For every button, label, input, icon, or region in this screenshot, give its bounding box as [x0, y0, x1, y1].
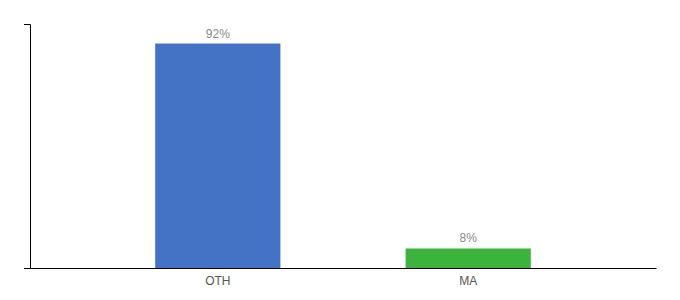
x-tick-label: MA: [459, 274, 477, 288]
y-axis-line: [24, 25, 31, 269]
chart-svg: OTH MA 92% 8%: [0, 0, 680, 300]
chart-container: OTH MA 92% 8%: [0, 0, 680, 300]
x-tick: MA: [459, 274, 477, 288]
data-label: 92%: [206, 27, 230, 41]
plot-area: OTH MA 92% 8%: [24, 25, 657, 288]
x-tick-label: OTH: [205, 274, 230, 288]
x-axis: OTH MA: [31, 269, 657, 288]
y-axis: [24, 25, 31, 269]
bars: [155, 44, 531, 268]
bar: [155, 44, 280, 268]
data-label: 8%: [460, 231, 478, 245]
bar: [406, 248, 531, 268]
x-axis-line: [31, 268, 657, 269]
x-tick: OTH: [205, 274, 230, 288]
data-labels: 92% 8%: [206, 27, 477, 246]
